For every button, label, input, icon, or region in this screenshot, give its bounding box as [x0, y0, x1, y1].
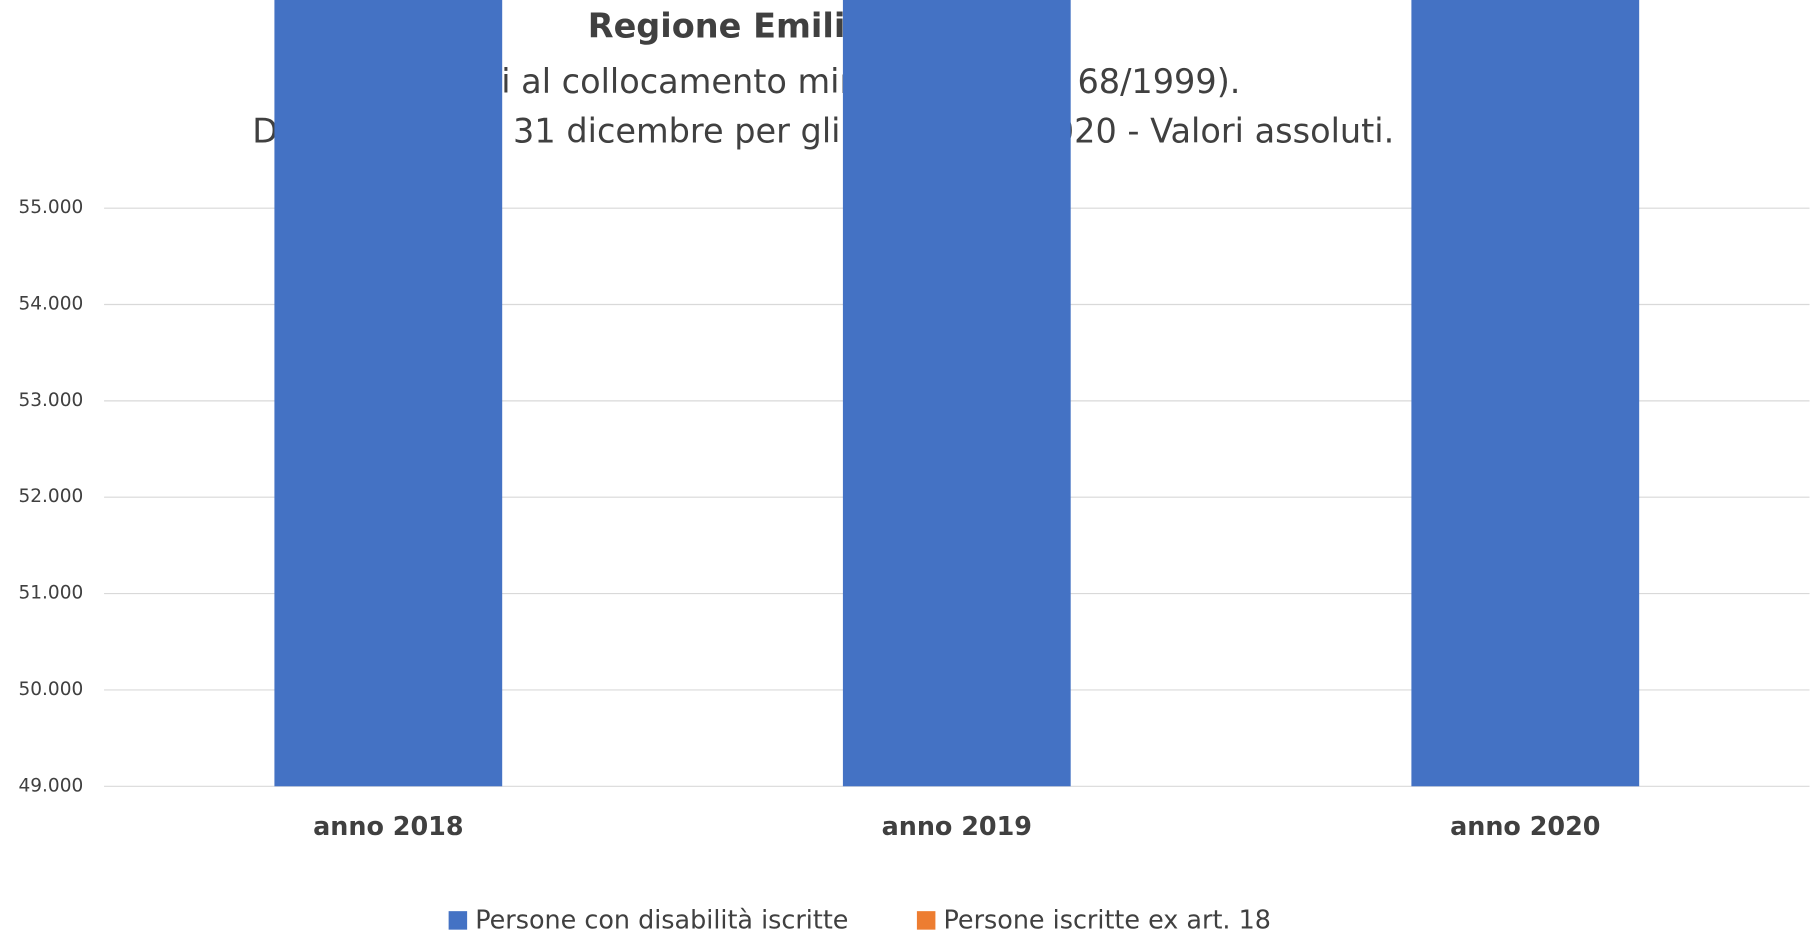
- chart-subtitle: Iscritti al collocamento mirato (legge n…: [406, 62, 1240, 101]
- legend-swatch: [916, 911, 936, 930]
- legend-label: Persone iscritte ex art. 18: [944, 905, 1271, 932]
- y-tick-label: 53.000: [19, 390, 84, 411]
- y-tick-label: 49.000: [19, 775, 84, 796]
- y-tick-label: 54.000: [19, 294, 84, 315]
- y-tick-label: 51.000: [19, 583, 84, 604]
- x-tick-label: anno 2018: [313, 811, 463, 841]
- legend-label: Persone con disabilità iscritte: [475, 905, 848, 932]
- y-tick-label: 50.000: [19, 679, 84, 700]
- x-tick-label: anno 2019: [882, 811, 1032, 841]
- y-tick-label: 55.000: [19, 197, 84, 218]
- legend-swatch: [448, 911, 468, 930]
- bar-segment: [1411, 0, 1640, 787]
- bar-segment: [842, 0, 1071, 787]
- bar-segment: [274, 0, 503, 787]
- x-tick-label: anno 2020: [1450, 811, 1600, 841]
- y-tick-label: 52.000: [19, 486, 84, 507]
